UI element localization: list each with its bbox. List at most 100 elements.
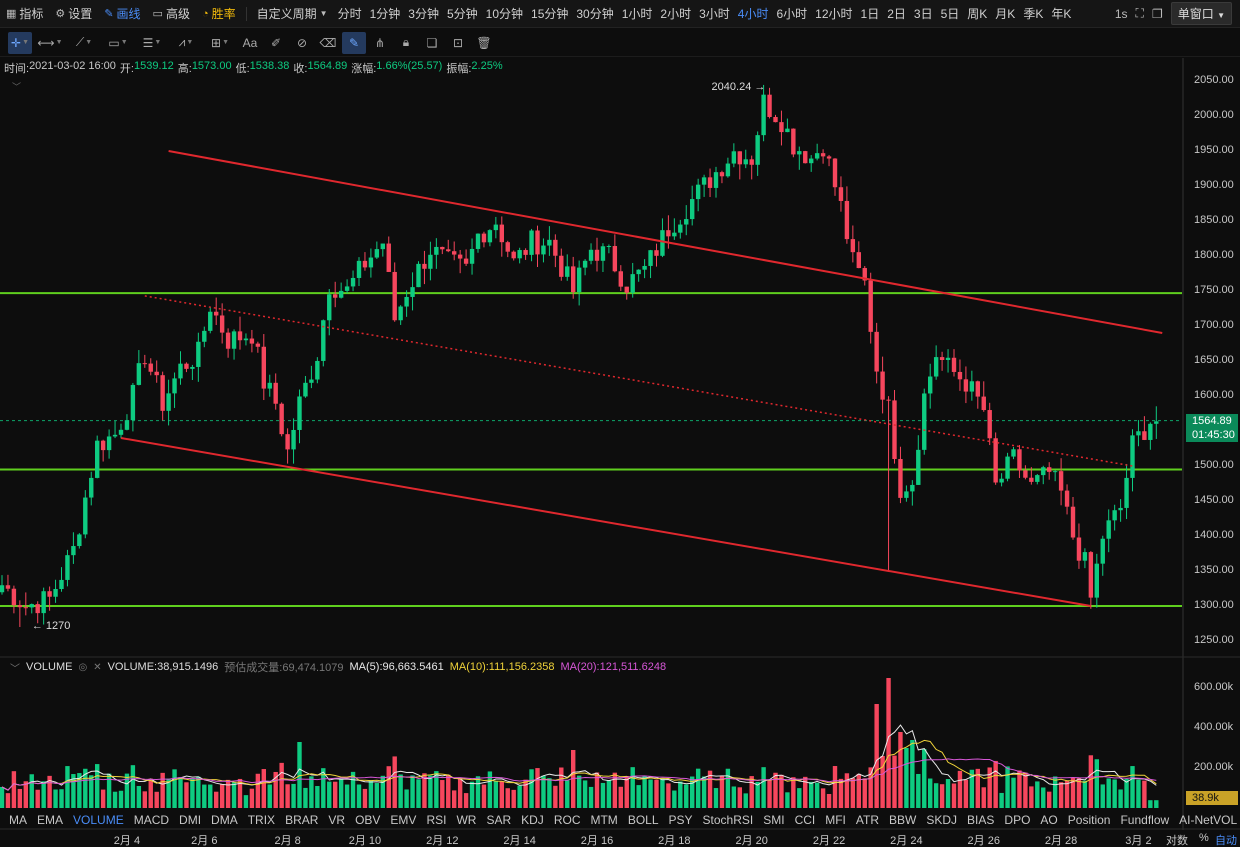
period-option[interactable]: 6小时 bbox=[776, 7, 808, 21]
indicator-tab[interactable]: AI-NetVOL bbox=[1179, 813, 1238, 827]
magnet-tool[interactable]: ⊘ bbox=[290, 32, 314, 54]
settings-icon[interactable]: ◎ bbox=[78, 661, 88, 673]
period-option[interactable]: 5日 bbox=[940, 7, 960, 21]
date-tick-label: 2月 18 bbox=[658, 835, 691, 847]
indicator-tab[interactable]: Position bbox=[1067, 813, 1111, 827]
period-option[interactable]: 3日 bbox=[913, 7, 933, 21]
period-option[interactable]: 分时 bbox=[337, 7, 362, 21]
indicator-tab[interactable]: EMA bbox=[37, 813, 64, 827]
indicator-tab[interactable]: DMA bbox=[211, 813, 238, 827]
indicator-tab[interactable]: SMI bbox=[763, 813, 785, 827]
top-action-4[interactable]: ◔ 胜率 bbox=[196, 0, 242, 28]
period-option[interactable]: 季K bbox=[1023, 7, 1044, 21]
indicator-tab[interactable]: VOLUME bbox=[73, 813, 124, 827]
top-action-3[interactable]: ▭ 高级 bbox=[147, 0, 196, 28]
close-icon[interactable]: ✕ bbox=[93, 661, 102, 673]
indicator-tab[interactable]: SAR bbox=[486, 813, 512, 827]
indicator-tab[interactable]: DPO bbox=[1004, 813, 1031, 827]
delete-tool[interactable]: 🗑︎ bbox=[472, 32, 496, 54]
period-option[interactable]: 12小时 bbox=[815, 7, 853, 21]
period-option[interactable]: 5分钟 bbox=[446, 7, 478, 21]
text-tool[interactable]: Aa bbox=[238, 32, 262, 54]
period-option[interactable]: 1分钟 bbox=[369, 7, 401, 21]
custom-period-dropdown[interactable]: 自定义周期 ▼ bbox=[251, 0, 334, 28]
indicator-tab[interactable]: EMV bbox=[390, 813, 417, 827]
copy-tool[interactable]: ❏ bbox=[420, 32, 444, 54]
indicator-tab[interactable]: AO bbox=[1040, 813, 1058, 827]
restore-window-icon[interactable]: ❐ bbox=[1151, 6, 1163, 21]
indicator-tab[interactable]: StochRSI bbox=[702, 813, 754, 827]
indicator-tab[interactable]: BOLL bbox=[627, 813, 659, 827]
brush-tool[interactable]: ✐ bbox=[264, 32, 288, 54]
indicator-tab[interactable]: ROC bbox=[553, 813, 581, 827]
indicator-tab[interactable]: RSI bbox=[426, 813, 447, 827]
indicator-tab[interactable]: BRAR bbox=[285, 813, 319, 827]
period-option[interactable]: 15分钟 bbox=[531, 7, 569, 21]
period-option[interactable]: 30分钟 bbox=[576, 7, 614, 21]
indicator-tab[interactable]: DMI bbox=[179, 813, 202, 827]
top-action-1[interactable]: ⚙ 设置 bbox=[49, 0, 98, 28]
indicator-tab[interactable]: TRIX bbox=[247, 813, 276, 827]
period-option[interactable]: 3小时 bbox=[699, 7, 730, 21]
log-scale-toggle[interactable]: 对数 bbox=[1166, 835, 1188, 847]
indicator-tab[interactable]: WR bbox=[456, 813, 477, 827]
period-option[interactable]: 年K bbox=[1051, 7, 1072, 21]
top-action-0[interactable]: ▦ 指标 bbox=[0, 0, 49, 28]
lock-tool[interactable]: 🔒︎ bbox=[394, 32, 418, 54]
candle-body bbox=[803, 151, 808, 164]
volume-bar bbox=[380, 775, 385, 808]
indicator-tab[interactable]: CCI bbox=[794, 813, 816, 827]
indicator-tab[interactable]: Fundflow bbox=[1120, 813, 1170, 827]
low-label: 低: bbox=[235, 63, 250, 75]
period-option[interactable]: 1小时 bbox=[621, 7, 653, 21]
period-option[interactable]: 10分钟 bbox=[485, 7, 524, 21]
period-option[interactable]: 4小时 bbox=[737, 7, 769, 21]
period-option[interactable]: 3分钟 bbox=[408, 7, 439, 21]
indicator-tab[interactable]: MFI bbox=[825, 813, 846, 827]
candle-body bbox=[392, 271, 397, 321]
rectangle-tool[interactable]: ▭ ▼ bbox=[102, 32, 134, 54]
indicator-tab[interactable]: BIAS bbox=[967, 813, 995, 827]
fibonacci-tool[interactable]: ☰ ▼ bbox=[136, 32, 168, 54]
top-action-2[interactable]: ✎ 画线 bbox=[98, 0, 146, 28]
auto-scale-toggle[interactable]: 自动 bbox=[1215, 835, 1237, 847]
pattern-tool[interactable]: ⋔ bbox=[368, 32, 392, 54]
fullscreen-icon[interactable]: ⛶ bbox=[1135, 6, 1144, 20]
wave-tool[interactable]: ⩘ ▼ bbox=[170, 32, 202, 54]
candle-body bbox=[190, 366, 195, 369]
collapse-chevron-icon[interactable]: ﹀ bbox=[12, 82, 22, 92]
period-option[interactable]: 月K bbox=[995, 7, 1016, 21]
crosshair-tool[interactable]: ✛ ▼ bbox=[8, 31, 32, 54]
indicator-tab[interactable]: MACD bbox=[133, 813, 170, 827]
indicator-tab[interactable]: MTM bbox=[590, 813, 618, 827]
indicator-tab[interactable]: OBV bbox=[355, 813, 381, 827]
refresh-interval[interactable]: 1s bbox=[1114, 6, 1128, 21]
indicator-tab[interactable]: VR bbox=[328, 813, 346, 827]
percent-scale-toggle[interactable]: % bbox=[1199, 832, 1209, 844]
measure-tool[interactable]: ⊞ ▼ bbox=[204, 32, 236, 54]
indicator-tab[interactable]: KDJ bbox=[521, 813, 544, 827]
indicator-tab[interactable]: BBW bbox=[889, 813, 917, 827]
period-option[interactable]: 2小时 bbox=[660, 7, 692, 21]
period-option[interactable]: 1日 bbox=[860, 7, 880, 21]
indicator-tab[interactable]: SKDJ bbox=[926, 813, 958, 827]
window-mode-select[interactable]: 单窗口 ▼ bbox=[1170, 2, 1232, 25]
period-option[interactable]: 周K bbox=[967, 7, 988, 21]
screenshot-tool[interactable]: ⊡ bbox=[446, 32, 470, 54]
indicator-tab[interactable]: MA bbox=[9, 813, 27, 827]
eraser-tool[interactable]: ⌫ bbox=[316, 32, 340, 54]
trend-line-tool[interactable]: ⟋ ▼ bbox=[68, 32, 100, 54]
period-option[interactable]: 2日 bbox=[887, 7, 906, 21]
indicator-tab[interactable]: ATR bbox=[855, 813, 880, 827]
date-tick-label: 3月 2 bbox=[1125, 835, 1152, 847]
indicator-tab[interactable]: PSY bbox=[668, 813, 693, 827]
candle-body bbox=[791, 128, 796, 155]
candle-body bbox=[838, 187, 844, 201]
candle-body bbox=[779, 122, 784, 133]
continuous-draw-tool[interactable]: ✎ bbox=[342, 31, 366, 54]
time-value: 2021-03-02 16:00 bbox=[29, 60, 116, 72]
chevron-down-icon[interactable]: ﹀ bbox=[10, 663, 20, 675]
horizontal-line-tool[interactable]: ⟷ ▼ bbox=[34, 32, 66, 54]
candle-body bbox=[261, 346, 266, 389]
